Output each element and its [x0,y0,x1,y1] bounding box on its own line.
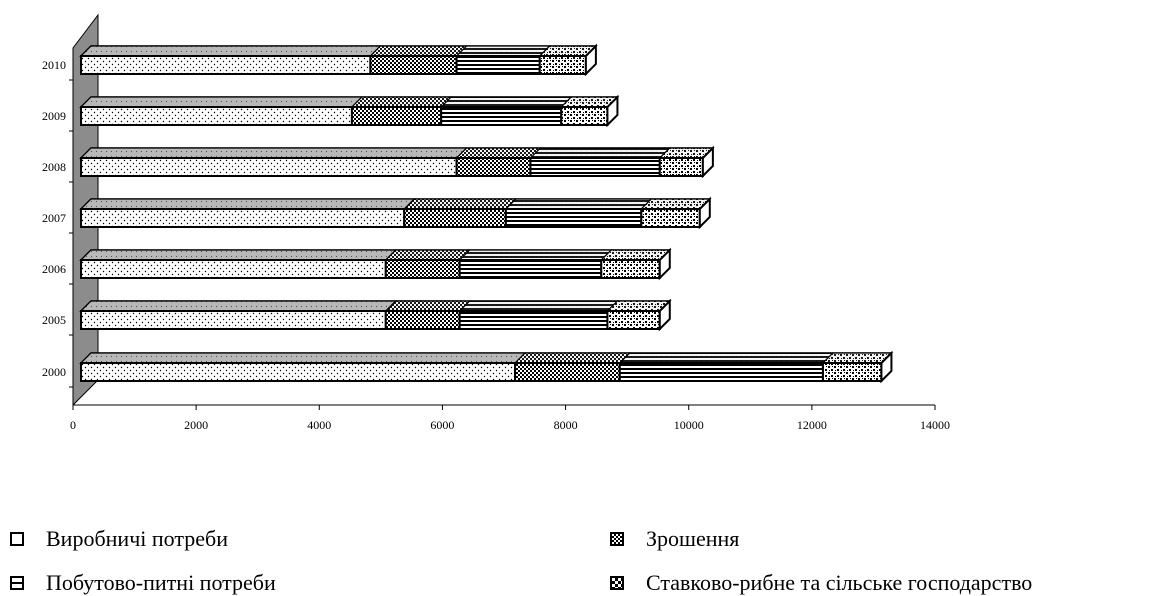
bar-segment-2008-0 [80,157,458,177]
bar-segment-2007-2 [504,208,643,228]
bar-segment-top-2006-0 [79,249,398,261]
y-tick-label: 2009 [42,109,66,123]
bar-segment-2006-1 [384,259,461,279]
bar-segment-top-2010-2 [455,45,552,57]
bar-end-face [658,247,671,281]
bar-segment-2006-2 [458,259,603,279]
bar-segment-2000-3 [821,362,883,382]
bar-segment-2005-3 [606,310,661,330]
x-tick-label: 12000 [797,418,827,432]
y-tick-label: 2006 [42,262,66,276]
bar-segment-top-2007-1 [402,198,518,210]
bar-segment-top-2009-2 [439,96,573,108]
bar-segment-top-2000-2 [618,352,835,364]
bar-end-face [658,298,671,332]
bar-segment-2000-0 [80,362,517,382]
bar-segment-top-2005-0 [79,300,398,312]
bar-segment-2005-0 [80,310,387,330]
bar-segment-top-2010-0 [79,45,382,57]
bar-segment-2010-2 [455,55,541,75]
bar-segment-top-2006-3 [599,249,672,261]
bar-end-face [701,145,714,179]
bar-segment-2010-0 [80,55,372,75]
bar-segment-2009-3 [560,106,609,126]
bar-segment-2000-2 [618,362,824,382]
bar-segment-2009-2 [440,106,563,126]
bar-segment-2007-3 [640,208,701,228]
bar-segment-2007-1 [403,208,507,228]
bar-end-face [698,196,711,230]
bar-segment-top-2010-1 [368,45,469,57]
bar-segment-2009-0 [80,106,353,126]
bar-segment-top-2000-3 [821,352,893,364]
bar-segment-top-2005-1 [384,300,472,312]
bar-end-face [606,94,619,128]
bar-segment-2008-1 [455,157,532,177]
bar-segment-top-2006-2 [458,249,613,261]
y-tick-label: 2010 [42,58,66,72]
y-tick-label: 2005 [42,313,66,327]
bar-segment-2008-3 [658,157,704,177]
bar-segment-2006-0 [80,259,387,279]
x-tick-label: 10000 [674,418,704,432]
bar-segment-2005-2 [458,310,609,330]
bar-segment-2008-2 [529,157,661,177]
y-tick-label: 2008 [42,160,66,174]
bar-segment-top-2008-0 [79,147,469,159]
x-tick-label: 14000 [920,418,950,432]
x-tick-label: 8000 [554,418,578,432]
bar-segment-top-2008-1 [455,147,542,159]
bar-segment-top-2009-0 [79,96,364,108]
bar-segment-top-2008-2 [529,147,672,159]
y-tick-label: 2000 [42,365,66,379]
x-tick-label: 4000 [307,418,331,432]
bar-segment-top-2000-1 [513,352,632,364]
x-tick-label: 0 [70,418,76,432]
bar-segment-top-2007-3 [639,198,712,210]
bar-end-face [584,43,597,77]
x-tick-label: 6000 [430,418,454,432]
bar-segment-2006-3 [600,259,661,279]
bar-segment-top-2000-0 [79,352,527,364]
bar-segment-top-2005-2 [458,300,619,312]
bar-segment-2010-1 [369,55,458,75]
bar-segment-2000-1 [514,362,621,382]
bar-segment-top-2007-0 [79,198,416,210]
bar-end-face [880,350,893,384]
bar-segment-2005-1 [384,310,461,330]
y-tick-label: 2007 [42,211,66,225]
bar-segment-2009-1 [350,106,443,126]
bar-segment-top-2007-2 [504,198,653,210]
bar-segment-2007-0 [80,208,406,228]
x-tick-label: 2000 [184,418,208,432]
bar-segment-top-2006-1 [384,249,472,261]
bar-segment-2010-3 [538,55,587,75]
bar-segment-top-2009-1 [350,96,453,108]
